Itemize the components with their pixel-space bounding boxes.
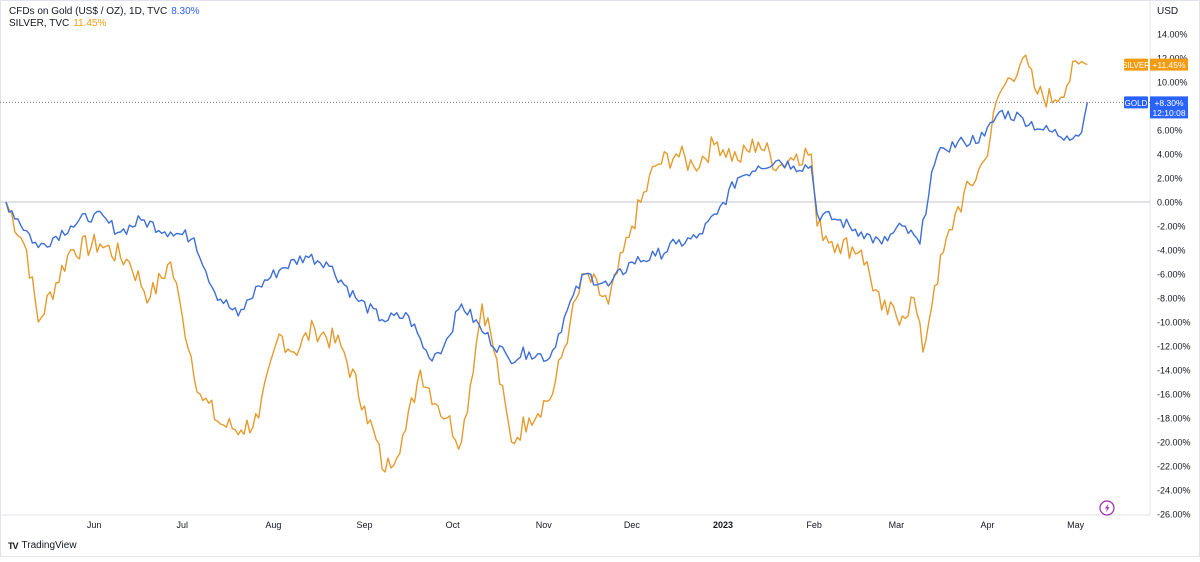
x-tick-label: Dec [624, 520, 641, 530]
reference-lines [0, 101, 1150, 203]
silver-price-tag[interactable]: SILVER +11.45% [1122, 58, 1188, 71]
y-tick-label: -24.00% [1157, 486, 1191, 496]
y-tick-label: 2.00% [1157, 174, 1183, 184]
y-tick-label: 6.00% [1157, 126, 1183, 136]
y-tick-label: -6.00% [1157, 270, 1186, 280]
gold-legend-value: 8.30% [171, 6, 200, 17]
y-tick-label: 10.00% [1157, 78, 1188, 88]
gold-series-line[interactable] [5, 102, 1089, 365]
y-tick-label: 14.00% [1157, 30, 1188, 40]
x-tick-label: Mar [889, 520, 905, 530]
silver-tag-name: SILVER [1122, 61, 1150, 70]
x-tick-label: Nov [536, 520, 553, 530]
x-tick-label: Jul [177, 520, 189, 530]
tradingview-brand[interactable]: TV TradingView [8, 540, 77, 551]
tradingview-text: TradingView [21, 540, 77, 551]
gold-legend[interactable]: CFDs on Gold (US$ / OZ), 1D, TVC 8.30% [9, 6, 200, 18]
silver-tag-value-bg [1150, 58, 1188, 71]
gold-price-tag[interactable]: GOLD +8.30%12:10:08 [1124, 96, 1188, 119]
gold-tag-value: +8.30% [1154, 98, 1184, 108]
x-tick-label: Jun [87, 520, 102, 530]
y-tick-label: -2.00% [1157, 222, 1186, 232]
x-axis[interactable]: Jun Jul Aug Sep Oct Nov Dec 2023 Feb Mar Apr May [87, 520, 1085, 530]
x-tick-label: May [1067, 520, 1085, 530]
silver-legend-value: 11.45% [73, 18, 107, 29]
y-tick-label: 4.00% [1157, 150, 1183, 160]
y-tick-label: -18.00% [1157, 414, 1191, 424]
gold-tag-countdown: 12:10:08 [1152, 108, 1185, 118]
y-tick-label: 0.00% [1157, 198, 1183, 208]
gold-tag-name-bg [1124, 96, 1148, 109]
gold-legend-label: CFDs on Gold (US$ / OZ), 1D, TVC [9, 6, 168, 17]
x-tick-label: 2023 [713, 520, 733, 530]
y-tick-label: -14.00% [1157, 366, 1191, 376]
silver-tag-name-bg [1124, 58, 1148, 71]
y-tick-label: -10.00% [1157, 318, 1191, 328]
gold-tag-value-bg [1150, 96, 1188, 119]
x-tick-label: Aug [265, 520, 281, 530]
silver-legend-label: SILVER, TVC [9, 18, 70, 29]
series-layer[interactable] [5, 54, 1089, 473]
price-tags: SILVER +11.45% GOLD +8.30%12:10:08 [1122, 58, 1188, 119]
silver-tag-value: +11.45% [1152, 60, 1186, 70]
gold-tag-name: GOLD [1125, 99, 1148, 108]
y-tick-label: 12.00% [1157, 54, 1188, 64]
x-tick-label: Sep [357, 520, 373, 530]
silver-series-line[interactable] [5, 54, 1088, 473]
y-tick-label: -4.00% [1157, 246, 1186, 256]
currency-label[interactable]: USD [1157, 6, 1179, 17]
y-tick-label: -8.00% [1157, 294, 1186, 304]
lightning-icon[interactable] [1099, 500, 1115, 516]
tradingview-logo: TV [8, 540, 18, 551]
x-tick-label: Apr [981, 520, 995, 530]
x-tick-label: Feb [806, 520, 822, 530]
y-tick-label: -22.00% [1157, 462, 1191, 472]
y-tick-label: -26.00% [1157, 510, 1191, 520]
x-tick-label: Oct [446, 520, 461, 530]
y-tick-label: -20.00% [1157, 438, 1191, 448]
y-tick-label: -12.00% [1157, 342, 1191, 352]
y-tick-label: -16.00% [1157, 390, 1191, 400]
silver-legend[interactable]: SILVER, TVC 11.45% [9, 18, 106, 30]
